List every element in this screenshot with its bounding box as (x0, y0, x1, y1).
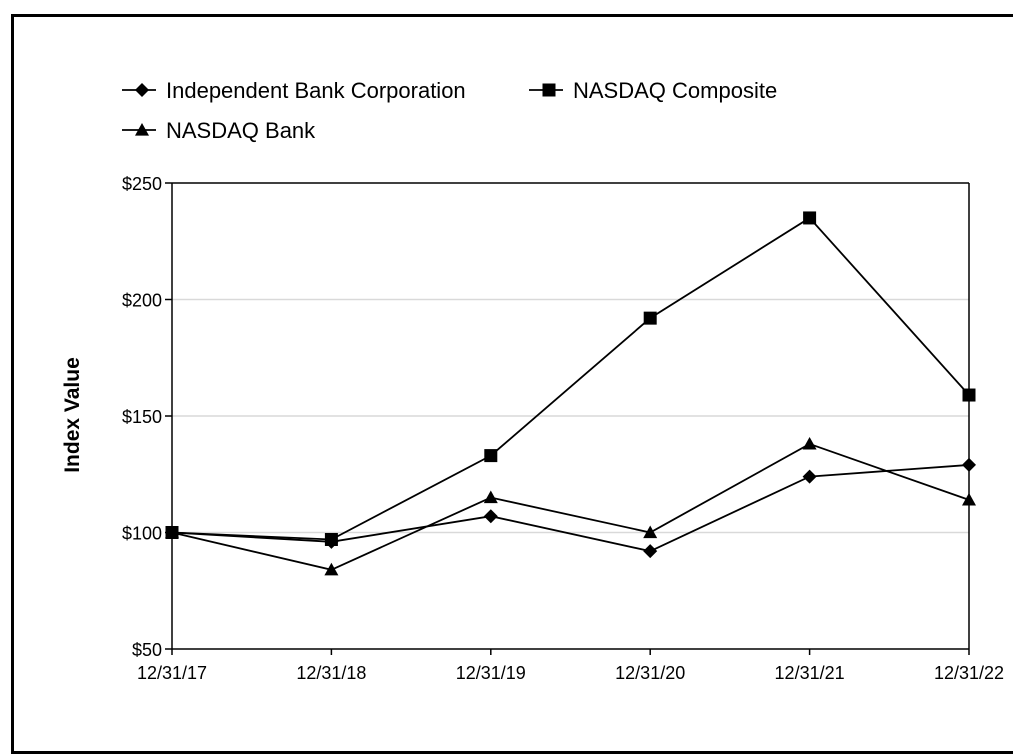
legend-label: NASDAQ Bank (166, 118, 316, 143)
legend-label: Independent Bank Corporation (166, 78, 466, 103)
x-tick-label: 12/31/22 (934, 663, 1004, 683)
series-nasdaq-composite (165, 211, 976, 546)
series-group (165, 211, 976, 576)
y-tick-label: $50 (132, 640, 162, 660)
legend-item-nasdaq-composite: NASDAQ Composite (529, 78, 777, 103)
y-tick-label: $100 (122, 524, 162, 544)
data-point-triangle (802, 436, 817, 450)
data-point-diamond (483, 509, 498, 524)
data-point-square (803, 211, 817, 225)
x-tick-label: 12/31/17 (137, 663, 207, 683)
series-line-nasdaq-bank (171, 442, 970, 571)
line-chart: Independent Bank Corporation NASDAQ Compo… (61, 78, 1004, 683)
y-tick-label: $250 (122, 174, 162, 194)
data-point-diamond (643, 544, 658, 559)
data-point-square (484, 449, 498, 463)
y-axis-title: Index Value (61, 357, 84, 473)
gridlines (172, 298, 969, 534)
x-tick-label: 12/31/19 (456, 663, 526, 683)
legend-item-nasdaq-bank: NASDAQ Bank (122, 118, 316, 143)
data-point-diamond (802, 469, 817, 484)
legend-item-independent-bank-corporation: Independent Bank Corporation (122, 78, 466, 103)
data-point-square (962, 388, 976, 402)
data-point-square (324, 532, 338, 546)
data-point-triangle (483, 490, 498, 504)
x-tick-label: 12/31/18 (296, 663, 366, 683)
series-nasdaq-bank (165, 436, 976, 576)
axes: $50 $100 $150 $200 $250 12/31/17 12/31/18 12/31… (122, 174, 1004, 683)
series-independent-bank-corporation (165, 457, 976, 559)
legend-marker-triangle (135, 123, 149, 136)
series-line-nasdaq-composite (171, 216, 970, 541)
data-point-triangle (962, 492, 976, 506)
legend-marker-diamond (135, 83, 149, 97)
x-tick-label: 12/31/21 (775, 663, 845, 683)
data-point-diamond (962, 457, 976, 472)
data-point-square (643, 311, 657, 325)
chart-frame (11, 14, 1013, 754)
x-tick-label: 12/31/20 (615, 663, 685, 683)
data-point-triangle (165, 525, 179, 539)
legend-marker-square (542, 83, 556, 97)
legend-label: NASDAQ Composite (573, 78, 777, 103)
y-tick-label: $200 (122, 291, 162, 311)
data-point-triangle (643, 525, 658, 539)
legend: Independent Bank Corporation NASDAQ Compo… (122, 78, 777, 143)
y-tick-label: $150 (122, 407, 162, 427)
series-line-independent-bank-corporation (171, 464, 970, 553)
data-point-triangle (324, 562, 339, 576)
